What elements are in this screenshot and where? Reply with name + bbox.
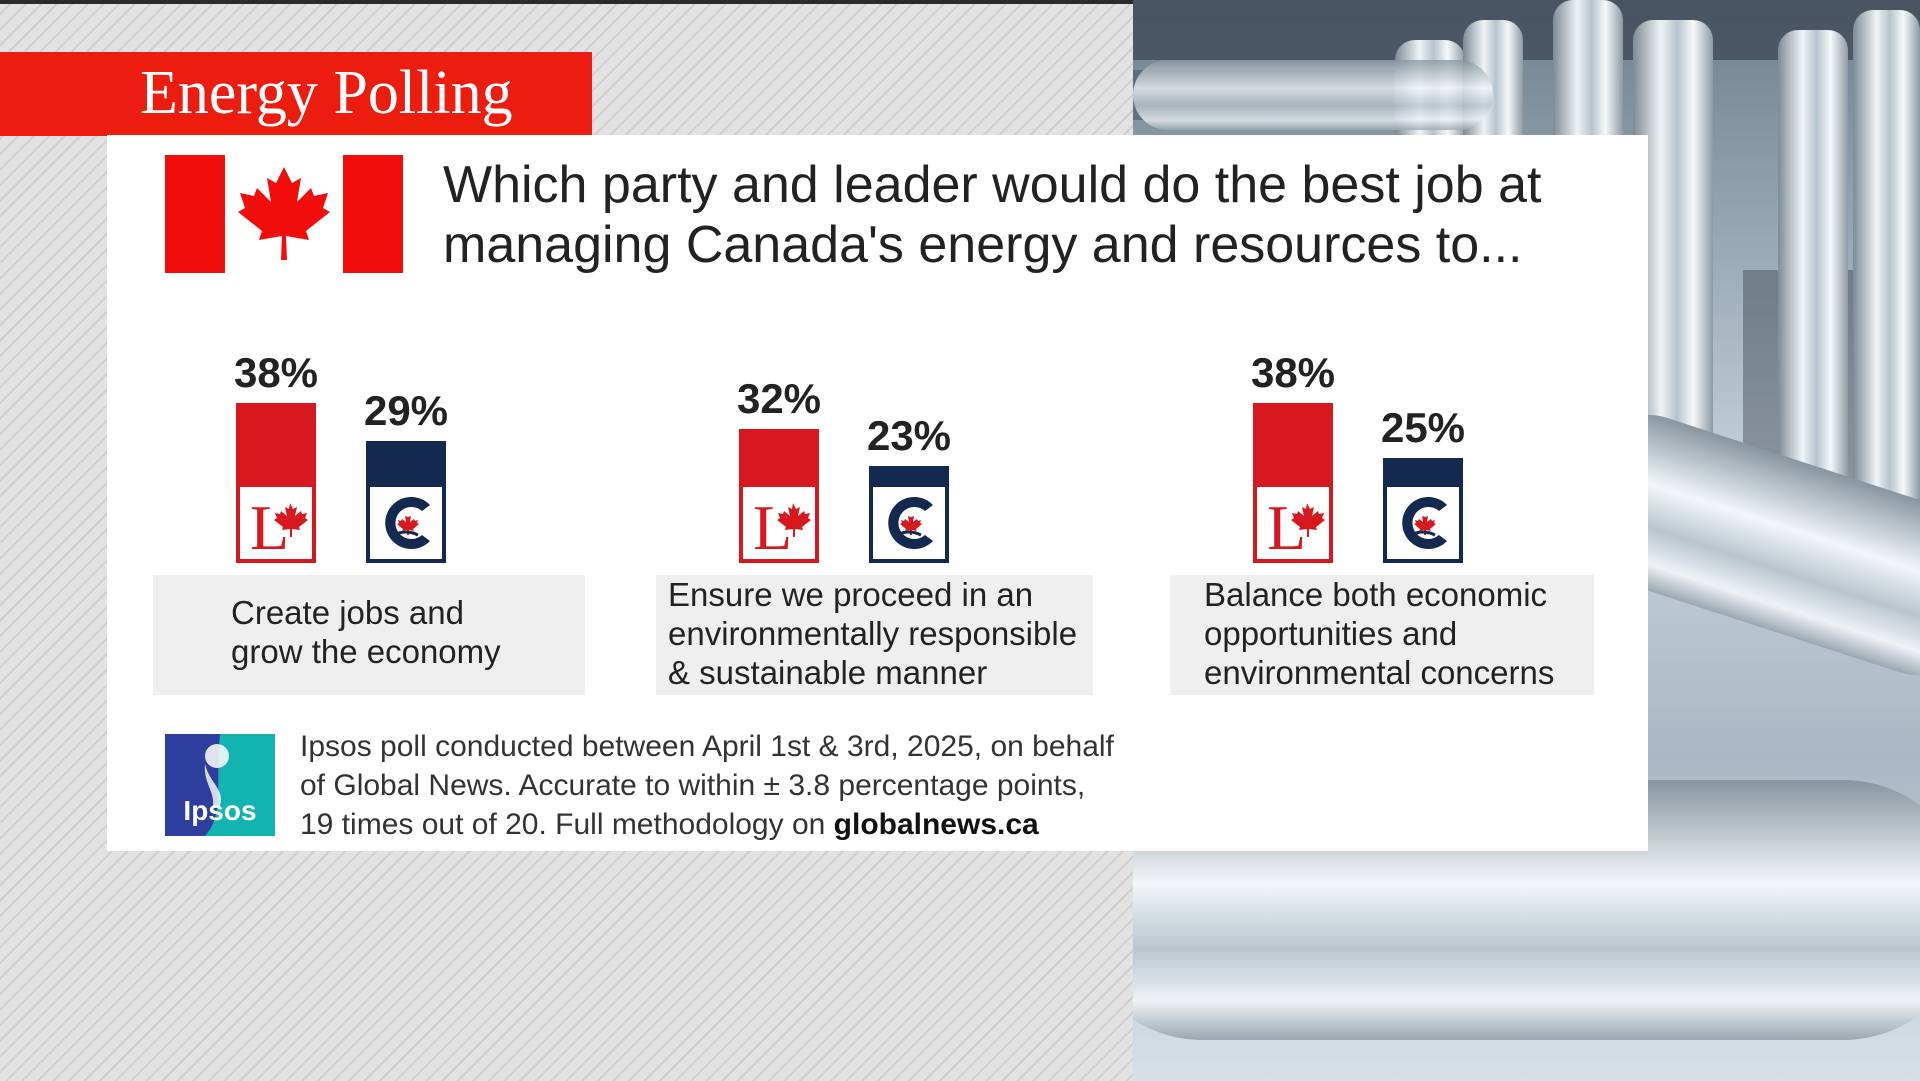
conservative-value-label: 25% bbox=[1380, 404, 1466, 451]
footnote-line-3-text: 19 times out of 20. Full methodology on bbox=[300, 808, 834, 841]
category-label: Balance both economic opportunities and en… bbox=[1204, 575, 1554, 692]
poll-group-3: L 38% 25% Balance both economic opportunitie… bbox=[1170, 340, 1610, 700]
svg-text:L: L bbox=[1267, 492, 1306, 559]
category-label-line: Balance both economic bbox=[1204, 576, 1548, 613]
footnote-line-3: 19 times out of 20. Full methodology on … bbox=[300, 805, 1150, 844]
category-label-line: Ensure we proceed in an bbox=[668, 576, 1034, 613]
liberal-party-logo-icon: L bbox=[743, 486, 815, 563]
category-label-box: Ensure we proceed in an environmentally r… bbox=[656, 575, 1093, 695]
category-label-box: Balance both economic opportunities and en… bbox=[1170, 575, 1594, 695]
methodology-footnote: Ipsos poll conducted between April 1st &… bbox=[300, 727, 1150, 844]
conservative-party-logo-icon bbox=[370, 486, 442, 559]
category-label-line: environmentally responsible bbox=[668, 615, 1078, 652]
conservative-bar bbox=[366, 441, 446, 563]
globalnews-link[interactable]: globalnews.ca bbox=[833, 808, 1039, 841]
conservative-bar bbox=[869, 466, 949, 563]
category-label-line: grow the economy bbox=[231, 633, 501, 670]
conservative-bar bbox=[1383, 458, 1463, 563]
conservative-party-logo-icon bbox=[873, 486, 945, 559]
top-border bbox=[0, 0, 1920, 4]
liberal-value-label: 38% bbox=[1250, 349, 1336, 397]
ipsos-logo: Ipsos bbox=[165, 734, 275, 836]
liberal-bar: L bbox=[1253, 403, 1333, 563]
liberal-party-logo-icon: L bbox=[1257, 486, 1329, 563]
liberal-bar: L bbox=[236, 403, 316, 563]
svg-text:L: L bbox=[250, 492, 289, 559]
question-title: Which party and leader would do the best… bbox=[443, 156, 1542, 274]
category-label: Ensure we proceed in an environmentally r… bbox=[668, 575, 1077, 692]
conservative-value-label: 29% bbox=[363, 387, 449, 435]
liberal-value-label: 38% bbox=[233, 349, 319, 397]
footnote-line-2: of Global News. Accurate to within ± 3.8… bbox=[300, 769, 1086, 802]
category-label-line: opportunities and bbox=[1204, 615, 1458, 652]
category-label-box: Create jobs and grow the economy bbox=[153, 575, 585, 695]
banner bbox=[0, 52, 592, 136]
category-label-line: Create jobs and bbox=[231, 594, 464, 631]
banner-title: Energy Polling bbox=[140, 59, 513, 127]
poll-group-2: L 32% 23% Ensure we proceed in an environmen… bbox=[656, 340, 1096, 700]
liberal-bar: L bbox=[739, 428, 819, 563]
category-label-line: & sustainable manner bbox=[668, 654, 988, 691]
category-label-line: environmental concerns bbox=[1204, 654, 1555, 691]
conservative-value-label: 23% bbox=[866, 412, 952, 460]
canada-flag-icon bbox=[165, 155, 403, 273]
ipsos-logo-text: Ipsos bbox=[183, 795, 256, 826]
conservative-party-logo-icon bbox=[1387, 487, 1459, 559]
poll-group-1: L 38% 29% Create jobs and grow the economy bbox=[153, 340, 593, 700]
category-label: Create jobs and grow the economy bbox=[231, 593, 501, 671]
liberal-value-label: 32% bbox=[736, 374, 822, 422]
liberal-party-logo-icon: L bbox=[240, 486, 312, 563]
svg-text:L: L bbox=[753, 492, 792, 559]
footnote-line-1: Ipsos poll conducted between April 1st &… bbox=[300, 730, 1114, 763]
